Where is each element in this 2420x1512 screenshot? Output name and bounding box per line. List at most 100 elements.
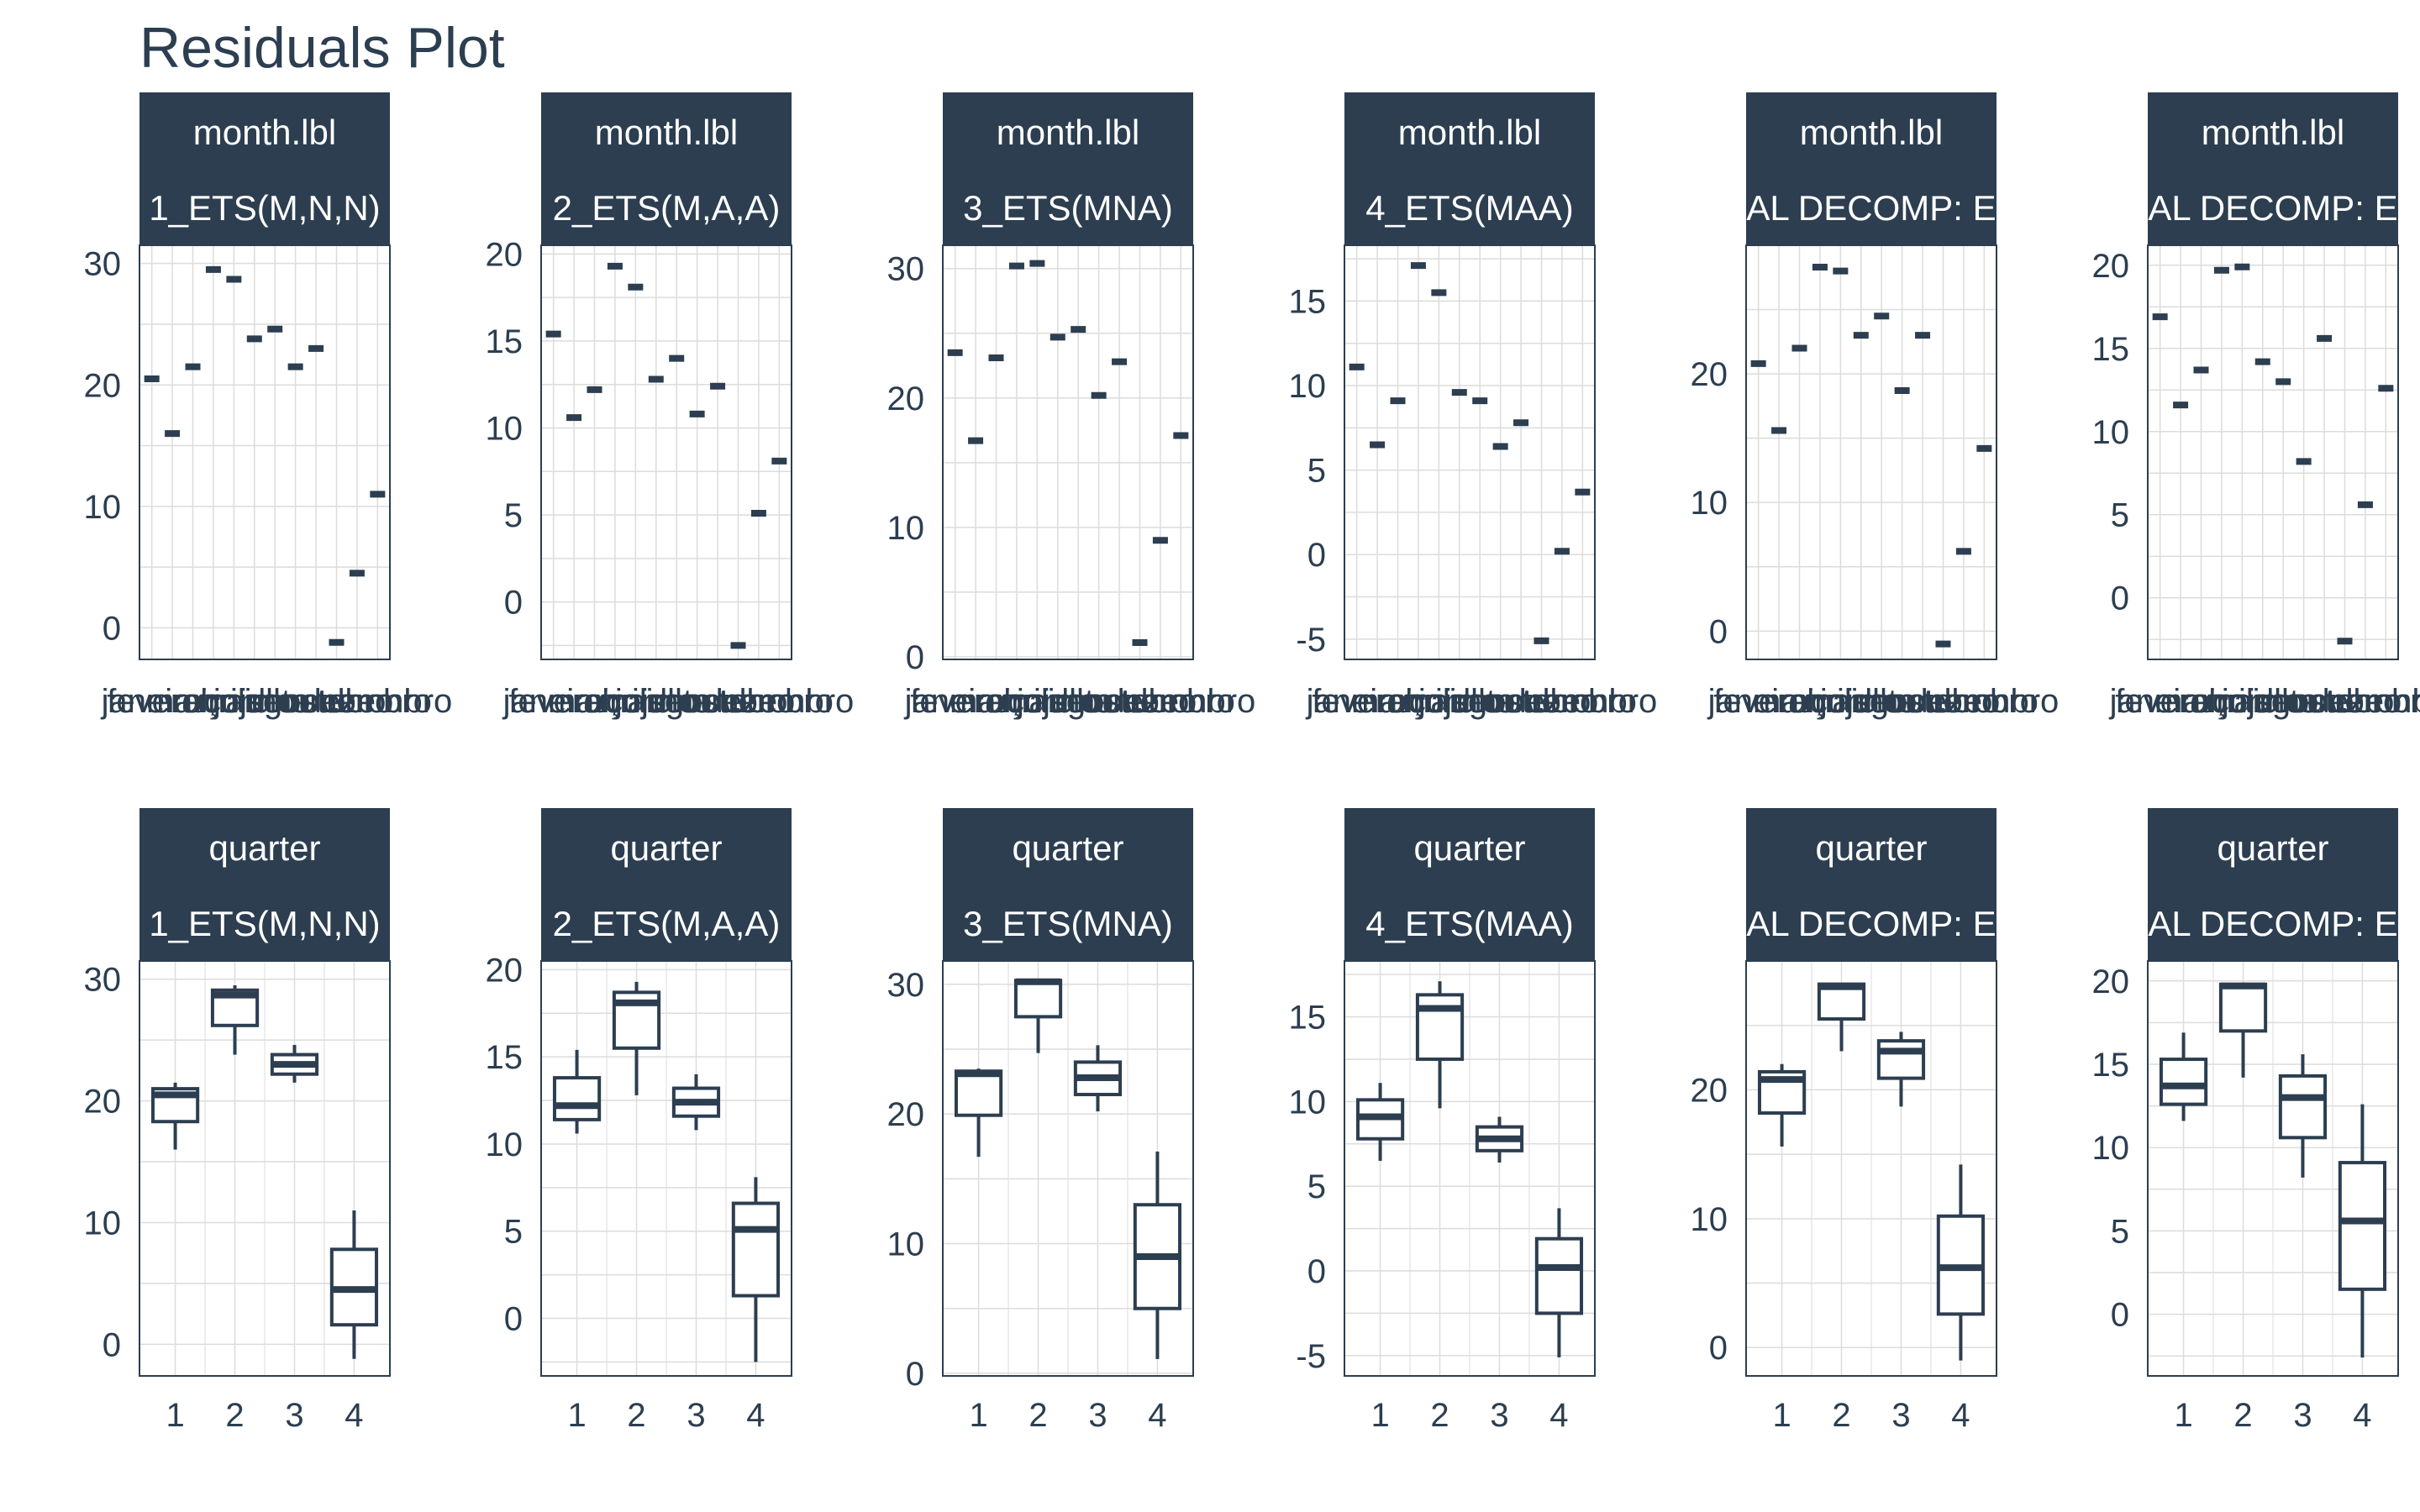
x-tick-label: janeiro	[502, 683, 604, 720]
strip-label-variable: month.lbl	[997, 113, 1139, 152]
x-tick-label: junho	[1016, 683, 1099, 720]
y-tick-label: 20	[887, 381, 925, 417]
x-tick-label: setembro	[648, 683, 788, 720]
x-tick-label: janeiro	[101, 683, 203, 720]
x-tick-label: julho	[640, 683, 713, 720]
x-tick-label: 3	[285, 1397, 303, 1434]
strip-label-variable: quarter	[1012, 828, 1123, 868]
y-tick-label: 20	[1691, 1072, 1728, 1109]
y-tick-label: 30	[84, 962, 122, 999]
x-tick-label: outubro	[1886, 683, 2001, 720]
x-tick-label: dezembro	[1909, 683, 2059, 720]
strip-label-variable: month.lbl	[595, 113, 738, 152]
x-tick-label: outubro	[681, 683, 796, 720]
x-tick-label: abril	[583, 683, 647, 720]
panel-border	[139, 244, 391, 660]
x-tick-label: junho	[1418, 683, 1501, 720]
strip-label-model: 1_ETS(M,N,N)	[149, 188, 380, 228]
boxplot-box	[1415, 993, 1465, 1061]
x-tick-label: janeiro	[1306, 683, 1407, 720]
x-tick-label: fevereiro	[107, 683, 238, 720]
x-tick-label: 4	[345, 1397, 363, 1434]
x-tick-label: março	[950, 683, 1043, 720]
x-tick-label: maio	[2206, 683, 2279, 720]
y-tick-label: 15	[486, 323, 523, 360]
facet-strip	[139, 92, 390, 245]
strip-label-model: 2_ETS(M,A,A)	[553, 188, 781, 228]
y-tick-label: 20	[887, 1096, 925, 1133]
x-tick-label: 2	[1430, 1397, 1449, 1434]
strip-label-model: AL DECOMP: E	[1746, 904, 1996, 943]
facet-panel: quarter AL DECOMP: E 0 10 20 1 2 3 4	[1691, 808, 1997, 1434]
x-tick-label: fevereiro	[1312, 683, 1443, 720]
x-tick-label: 3	[1891, 1397, 1910, 1434]
strip-label-model: AL DECOMP: E	[1746, 188, 1996, 228]
y-tick-label: 30	[887, 967, 925, 1004]
x-tick-label: agosto	[1852, 683, 1953, 720]
facet-strip	[1344, 808, 1595, 961]
strip-label-model: 4_ETS(MAA)	[1365, 904, 1573, 943]
y-tick-label: 0	[906, 1356, 924, 1393]
y-tick-label: 20	[486, 952, 523, 989]
y-tick-label: 30	[887, 251, 925, 288]
x-tick-label: 1	[166, 1397, 184, 1434]
x-tick-label: janeiro	[2109, 683, 2211, 720]
x-tick-label: março	[1753, 683, 1846, 720]
x-tick-label: junho	[614, 683, 697, 720]
y-tick-label: 10	[1289, 1084, 1327, 1121]
x-tick-label: maio	[599, 683, 672, 720]
strip-label-variable: quarter	[610, 828, 722, 868]
facet-strip	[1746, 808, 1996, 961]
strip-label-variable: quarter	[208, 828, 320, 868]
x-tick-label: agosto	[647, 683, 748, 720]
strip-label-model: AL DECOMP: E	[2148, 188, 2397, 228]
panel-border	[942, 244, 1194, 660]
panel-border	[1344, 244, 1596, 660]
panel-border	[1745, 244, 1997, 660]
x-tick-label: julho	[1845, 683, 1918, 720]
x-tick-label: setembro	[1451, 683, 1591, 720]
x-tick-label: junho	[1819, 683, 1902, 720]
panel-border	[2147, 244, 2399, 660]
y-tick-label: 20	[1691, 356, 1728, 393]
y-tick-label: 0	[1709, 613, 1728, 650]
x-tick-label: agosto	[245, 683, 346, 720]
x-tick-label: 4	[746, 1397, 765, 1434]
x-tick-label: abril	[1386, 683, 1450, 720]
panel-border	[2147, 960, 2399, 1377]
x-tick-label: maio	[1804, 683, 1877, 720]
boxplot-box	[2278, 1074, 2328, 1140]
strip-label-model: 3_ETS(MNA)	[963, 188, 1173, 228]
strip-label-model: 2_ETS(M,A,A)	[553, 904, 781, 943]
strip-label-variable: quarter	[1413, 828, 1525, 868]
x-tick-label: janeiro	[904, 683, 1006, 720]
x-tick-label: março	[2154, 683, 2248, 720]
y-tick-label: 10	[84, 1205, 122, 1242]
y-tick-label: 15	[2092, 331, 2130, 368]
x-tick-label: abril	[1788, 683, 1852, 720]
facet-panel: quarter 3_ETS(MNA) 0 10 20 30 1 2 3 4	[887, 808, 1194, 1434]
x-tick-label: 1	[1370, 1397, 1389, 1434]
x-tick-label: 2	[2233, 1397, 2252, 1434]
y-tick-label: -5	[1296, 622, 1326, 659]
x-tick-label: 2	[225, 1397, 244, 1434]
facet-strip	[1746, 92, 1996, 245]
y-tick-label: 5	[504, 1214, 523, 1251]
x-tick-label: 1	[1772, 1397, 1791, 1434]
x-tick-label: dezembro	[1106, 683, 1255, 720]
x-tick-label: 2	[1832, 1397, 1850, 1434]
x-tick-label: março	[548, 683, 641, 720]
y-tick-label: 5	[2111, 497, 2129, 534]
x-tick-label: outubro	[2288, 683, 2402, 720]
x-tick-label: janeiro	[1707, 683, 1809, 720]
y-tick-label: 20	[2092, 963, 2130, 1000]
x-tick-label: julho	[239, 683, 311, 720]
panel-background	[1344, 245, 1595, 659]
x-tick-label: novembro	[1889, 683, 2039, 720]
y-tick-label: 20	[2092, 248, 2130, 285]
y-tick-label: 0	[2111, 1297, 2129, 1334]
facet-strip	[2148, 92, 2398, 245]
strip-label-model: 4_ETS(MAA)	[1365, 188, 1573, 228]
facet-panel: month.lbl 1_ETS(M,N,N) 0 10 20 30 janeirofever…	[84, 92, 452, 720]
x-tick-label: novembro	[1086, 683, 1235, 720]
